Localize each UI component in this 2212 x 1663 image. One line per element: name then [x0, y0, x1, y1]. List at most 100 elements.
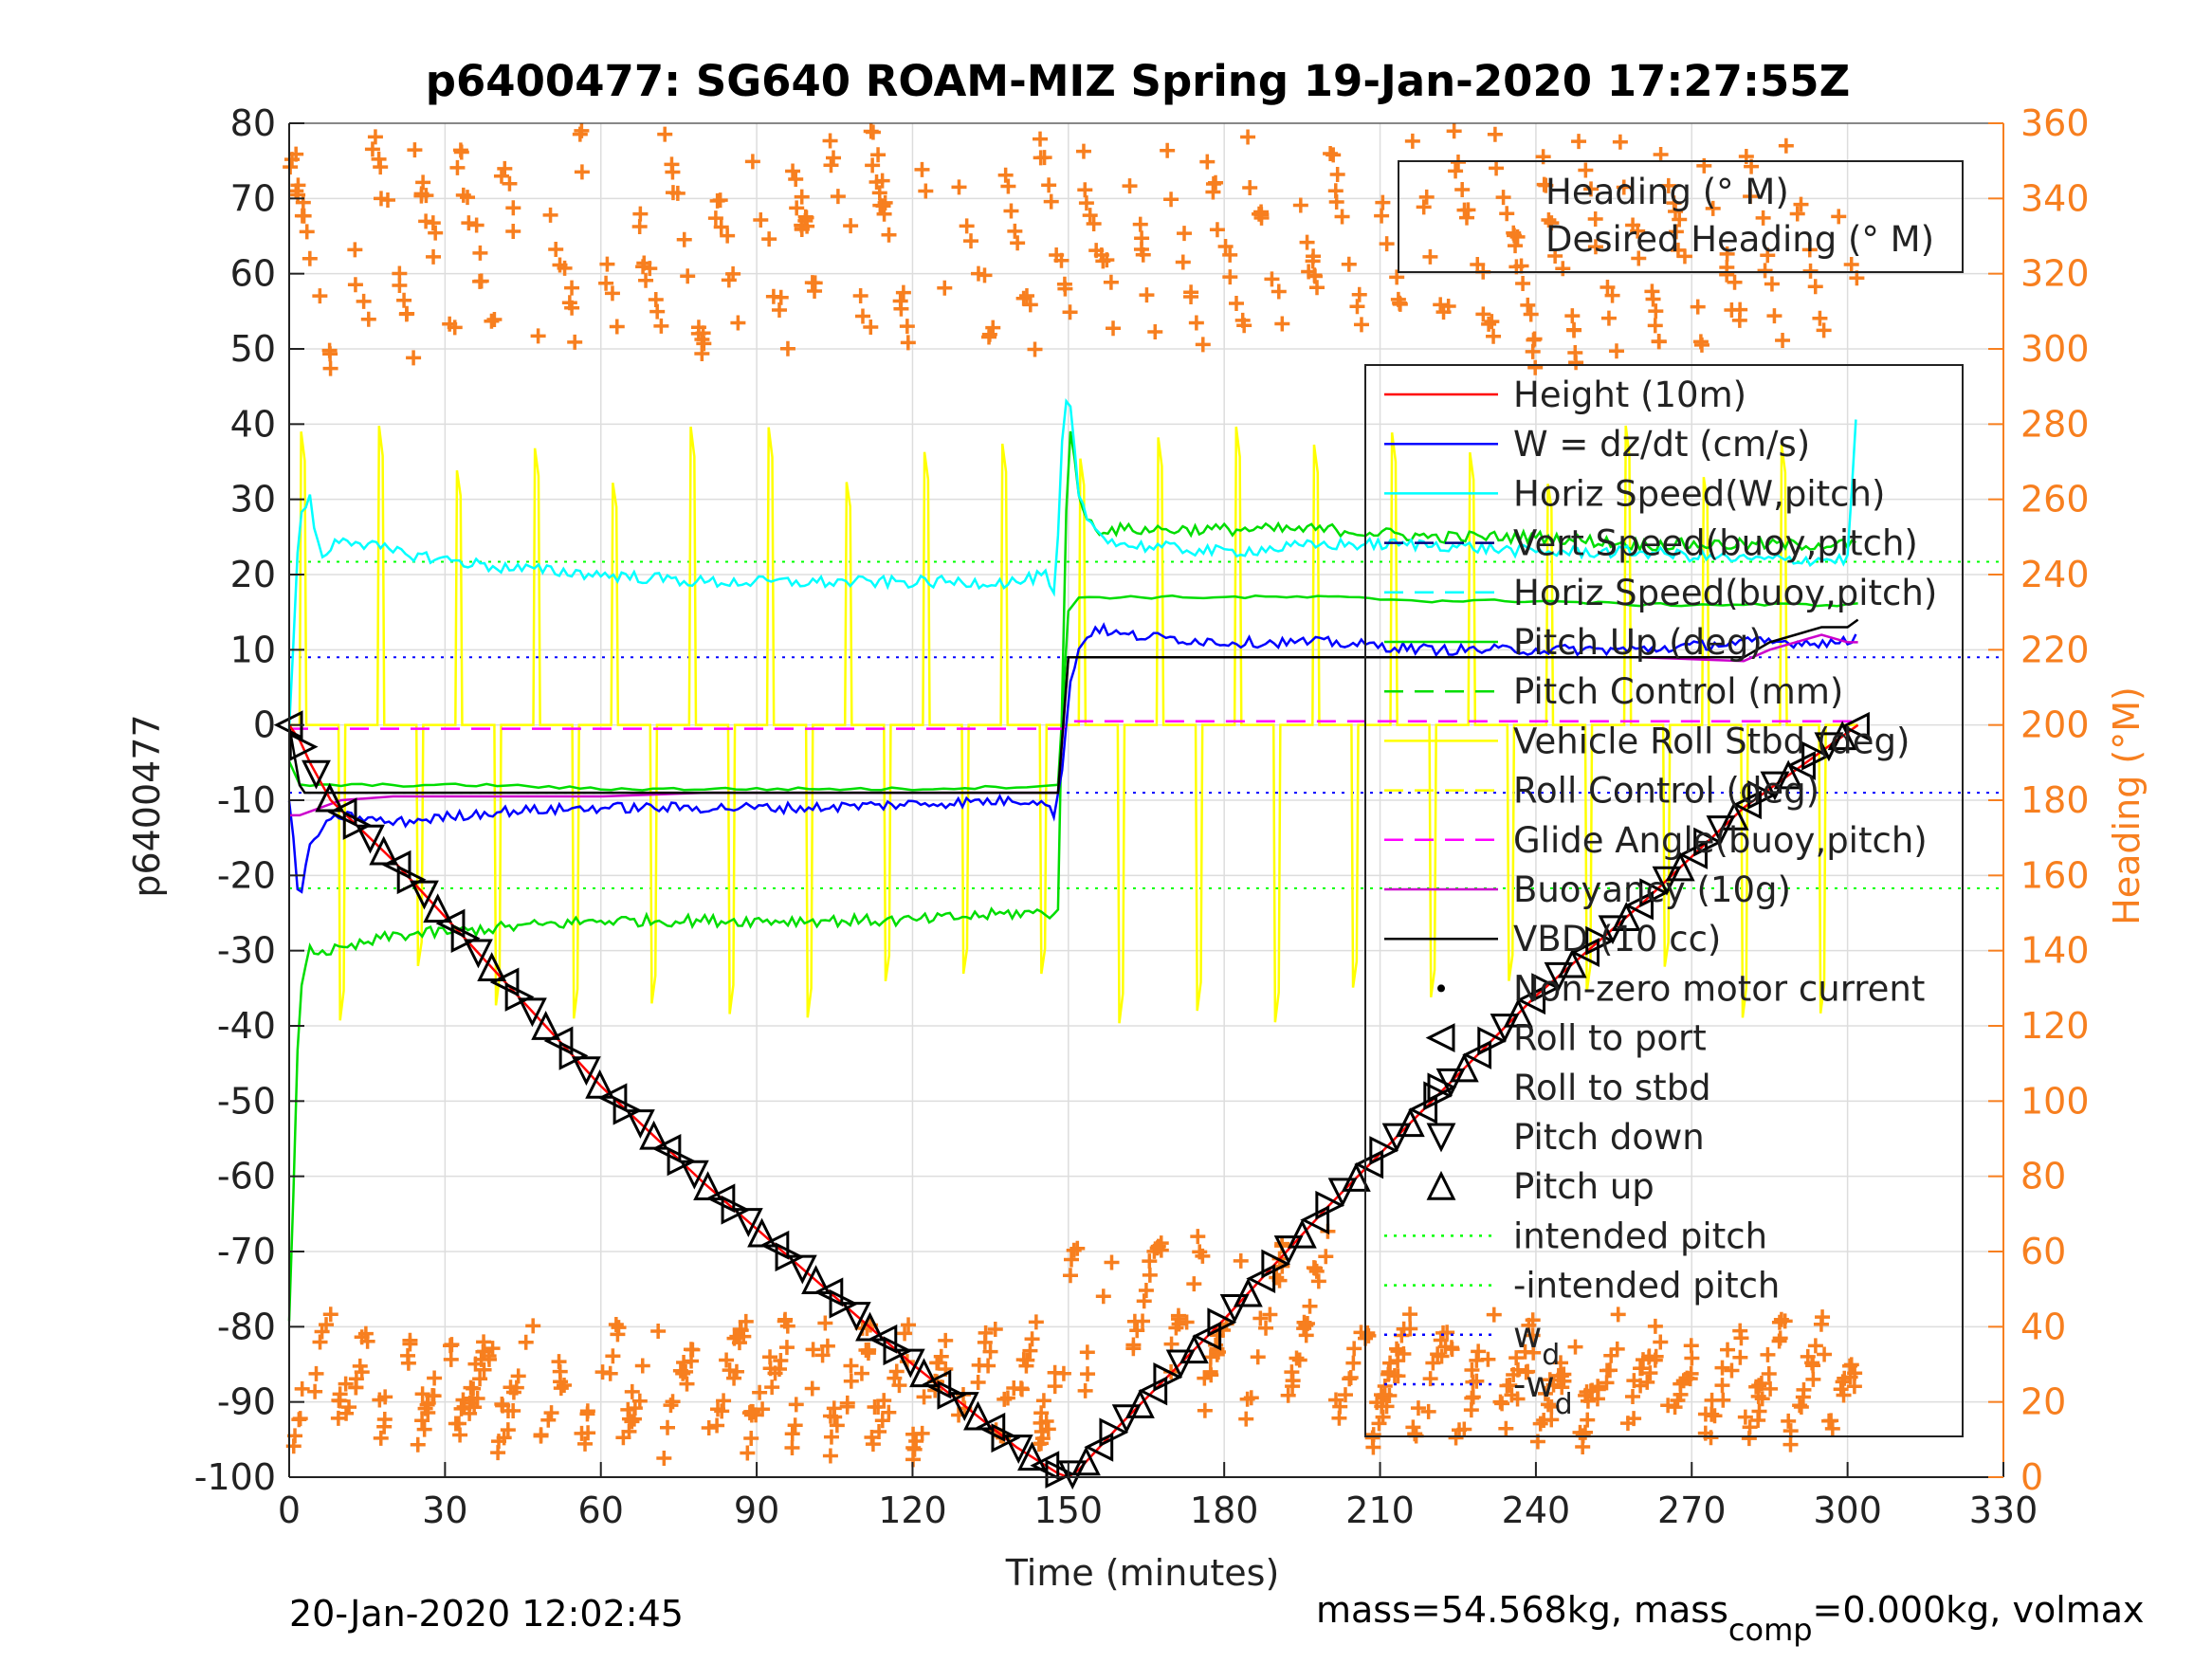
- heading-point: [1737, 1409, 1753, 1425]
- heading-point: [1571, 134, 1587, 150]
- y-tick-label-left: 0: [253, 704, 276, 746]
- y-tick-label-right: 260: [2020, 479, 2090, 521]
- legend-label: Horiz Speed(W,pitch): [1513, 473, 1885, 514]
- heading-point: [865, 1436, 881, 1453]
- heading-point: [1553, 1355, 1569, 1371]
- y-tick-label-right: 60: [2020, 1231, 2066, 1272]
- y-tick-label-right: 40: [2020, 1306, 2066, 1347]
- y-tick-label-right: 80: [2020, 1156, 2066, 1197]
- heading-point: [505, 224, 521, 240]
- legend-label: intended pitch: [1513, 1215, 1767, 1256]
- motor-marker: [1840, 711, 1870, 741]
- heading-point: [1289, 1350, 1305, 1366]
- heading-point: [854, 308, 870, 324]
- motor-marker: [895, 1348, 925, 1379]
- heading-point: [1129, 1323, 1145, 1339]
- heading-point: [1349, 299, 1365, 315]
- heading-point: [302, 250, 318, 266]
- heading-point: [461, 215, 477, 231]
- legend-entry: VBD (10 cc): [1384, 919, 1721, 959]
- heading-point: [1177, 226, 1193, 242]
- legend-label: Roll to port: [1513, 1018, 1707, 1059]
- heading-point: [428, 225, 444, 241]
- heading-point: [1003, 203, 1019, 219]
- heading-point: [1807, 1338, 1823, 1354]
- heading-point: [1238, 1411, 1254, 1427]
- heading-point: [1425, 1355, 1441, 1371]
- heading-point: [1566, 322, 1582, 338]
- heading-point: [598, 275, 614, 291]
- heading-point: [743, 1431, 759, 1447]
- heading-point: [442, 316, 458, 332]
- motor-marker: [1477, 1026, 1508, 1056]
- heading-point: [707, 210, 723, 227]
- y-tick-label-left: 30: [230, 479, 276, 521]
- heading-point: [678, 1363, 694, 1380]
- heading-point: [1390, 1368, 1406, 1384]
- motor-marker: [1801, 740, 1832, 771]
- heading-point: [624, 1414, 640, 1430]
- heading-point: [1610, 1307, 1626, 1323]
- heading-point: [1142, 1267, 1158, 1283]
- heading-point: [1697, 1425, 1713, 1441]
- heading-point: [709, 1417, 725, 1434]
- heading-point: [1602, 1362, 1618, 1379]
- legend-entry: Pitch up: [1426, 1166, 1654, 1207]
- heading-point: [765, 288, 781, 304]
- motor-marker: [733, 1208, 763, 1237]
- heading-point: [1208, 174, 1224, 191]
- heading-point: [694, 345, 710, 361]
- heading-point: [1296, 1321, 1312, 1337]
- heading-point: [1763, 1380, 1779, 1397]
- heading-point: [299, 224, 315, 240]
- heading-point: [649, 303, 666, 320]
- x-axis-label: Time (minutes): [1005, 1552, 1280, 1594]
- heading-point: [716, 1393, 732, 1409]
- heading-point: [1541, 211, 1557, 228]
- footer-mass-part1: mass=54.568kg, mass: [1316, 1589, 1728, 1631]
- heading-point: [1329, 167, 1345, 183]
- heading-point: [732, 1322, 748, 1338]
- heading-point: [897, 1325, 913, 1342]
- heading-point: [1390, 1343, 1406, 1360]
- heading-point: [398, 306, 414, 322]
- heading-point: [1222, 269, 1238, 285]
- heading-point: [1446, 123, 1462, 139]
- y-tick-label-left: -30: [217, 930, 276, 972]
- heading-point: [1626, 1373, 1642, 1389]
- motor-marker: [1341, 1162, 1371, 1192]
- heading-point: [1802, 263, 1819, 279]
- heading-point: [1404, 133, 1420, 149]
- heading-point: [1760, 247, 1776, 264]
- heading-point: [348, 1380, 364, 1396]
- heading-point: [784, 1426, 800, 1442]
- heading-point: [1448, 1430, 1464, 1446]
- heading-point: [1599, 1375, 1615, 1391]
- heading-point: [1714, 1360, 1730, 1376]
- heading-point: [1525, 343, 1541, 359]
- heading-point: [1075, 143, 1091, 159]
- heading-point: [1018, 1358, 1034, 1374]
- legend-label: Pitch Control (mm): [1513, 671, 1843, 712]
- heading-point: [997, 167, 1014, 183]
- heading-point: [1508, 238, 1524, 254]
- motor-marker: [1585, 925, 1616, 956]
- heading-point: [1077, 1382, 1093, 1398]
- legend-label: Roll to stbd: [1513, 1068, 1711, 1108]
- heading-point: [1807, 279, 1823, 295]
- heading-point: [319, 1317, 335, 1333]
- heading-point: [518, 1334, 534, 1350]
- heading-point: [1764, 276, 1780, 292]
- motor-marker: [1747, 780, 1778, 810]
- heading-point: [453, 144, 469, 160]
- heading-point: [1351, 286, 1367, 302]
- heading-point: [1464, 1361, 1480, 1378]
- motor-marker: [369, 835, 399, 866]
- heading-point: [1743, 189, 1759, 205]
- legend-entry: Vehicle Roll Stbd (deg): [1384, 721, 1910, 761]
- heading-point: [987, 1322, 1003, 1337]
- motor-marker: [410, 880, 439, 910]
- heading-point: [1513, 258, 1529, 274]
- heading-point: [347, 242, 363, 258]
- heading-point: [1653, 1334, 1669, 1350]
